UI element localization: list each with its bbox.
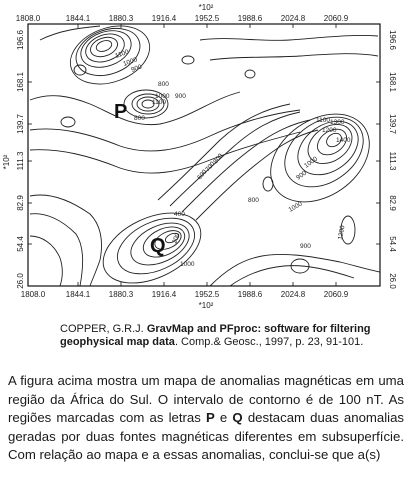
question-text-part1: A figura acima mostra um mapa de anomali… [8, 373, 404, 426]
right-tick: 54.4 [388, 236, 397, 252]
contour-label: 900 [175, 93, 186, 100]
top-tick: 1844.1 [66, 14, 91, 23]
bottom-tick: 1916.4 [152, 290, 177, 299]
top-x-ticks: 1808.0 1844.1 1880.3 1916.4 1952.5 1988.… [16, 14, 349, 23]
question-text: A figura acima mostra um mapa de anomali… [8, 372, 404, 465]
right-tick: 111.3 [388, 152, 397, 171]
question-text-part2: destacam duas anomalias geradas por duas… [8, 410, 405, 463]
bottom-tick: 2060.9 [324, 290, 349, 299]
contour-label: 800 [134, 115, 145, 122]
bottom-exponent: *10² [199, 301, 214, 310]
top-tick: 1952.5 [195, 14, 220, 23]
left-tick: 82.9 [16, 195, 25, 211]
right-tick: 139.7 [388, 114, 397, 135]
bottom-tick: 1844.1 [66, 290, 91, 299]
top-tick: 1988.6 [238, 14, 263, 23]
left-tick: 26.0 [16, 273, 25, 289]
caption-title: GravMap and PFproc: software for filteri… [60, 323, 371, 348]
right-tick: 168.1 [388, 72, 397, 93]
right-tick: 26.0 [388, 273, 397, 289]
contour-label: 1200 [337, 225, 346, 241]
contour-label: 1000 [180, 261, 195, 268]
contour-label: 800 [158, 81, 169, 88]
contour-label: 900 [130, 63, 143, 73]
left-tick: 196.6 [16, 29, 25, 50]
contour-label: 800 [248, 197, 259, 204]
caption-author: COPPER, G.R.J. [60, 323, 144, 335]
contour-label: 1200 [322, 127, 337, 134]
right-y-ticks: 196.6 168.1 139.7 111.3 82.9 54.4 26.0 [388, 30, 397, 289]
letter-p: P [205, 410, 215, 426]
letter-q: Q [232, 410, 243, 426]
left-tick: 139.7 [16, 113, 25, 134]
bottom-tick: 1808.0 [21, 290, 46, 299]
contour-label: 1300 [330, 119, 345, 126]
map-frame [27, 23, 381, 287]
top-tick: 2024.8 [281, 14, 306, 23]
caption-source: . Comp.& Geosc., 1997, p. 23, 91-101. [174, 336, 364, 348]
magnetic-anomaly-map: *10² *10² *10² 1808.0 1844.1 1880.3 1916… [2, 3, 397, 310]
contour-label: 400 [174, 211, 185, 218]
anomaly-label-p: P [114, 101, 127, 123]
contour-label: 900 [300, 243, 311, 250]
contour-label: 1000 [155, 93, 170, 100]
bottom-tick: 2024.8 [281, 290, 306, 299]
right-tick: 196.6 [388, 30, 397, 51]
contour-label: 200 [171, 232, 181, 245]
top-exponent: *10² [199, 3, 214, 12]
conjunction: e [214, 410, 233, 426]
left-exponent: *10² [2, 154, 11, 169]
contour-label: 1100 [316, 117, 330, 124]
top-tick: 1808.0 [16, 14, 41, 23]
contour-label: 1400 [336, 137, 351, 144]
left-tick: 54.4 [16, 236, 25, 252]
right-tick: 82.9 [388, 195, 397, 211]
figure-caption: COPPER, G.R.J. GravMap and PFproc: softw… [60, 323, 400, 349]
top-tick: 1916.4 [152, 14, 177, 23]
contour-label: 1000 [122, 56, 138, 68]
left-tick: 111.3 [16, 151, 25, 170]
left-y-ticks: 196.6 168.1 139.7 111.3 82.9 54.4 26.0 [16, 29, 25, 288]
bottom-tick: 1880.3 [109, 290, 134, 299]
top-tick: 2060.9 [324, 14, 349, 23]
left-tick: 168.1 [16, 71, 25, 92]
bottom-tick: 1952.5 [195, 290, 220, 299]
contour-lines [29, 25, 381, 287]
anomaly-label-q: Q [150, 235, 166, 257]
tick-marks [28, 24, 380, 286]
contour-label: 1100 [152, 99, 166, 106]
bottom-tick: 1988.6 [238, 290, 263, 299]
top-tick: 1880.3 [109, 14, 134, 23]
contour-label: 1100 [114, 48, 130, 59]
bottom-x-ticks: 1808.0 1844.1 1880.3 1916.4 1952.5 1988.… [21, 290, 349, 299]
